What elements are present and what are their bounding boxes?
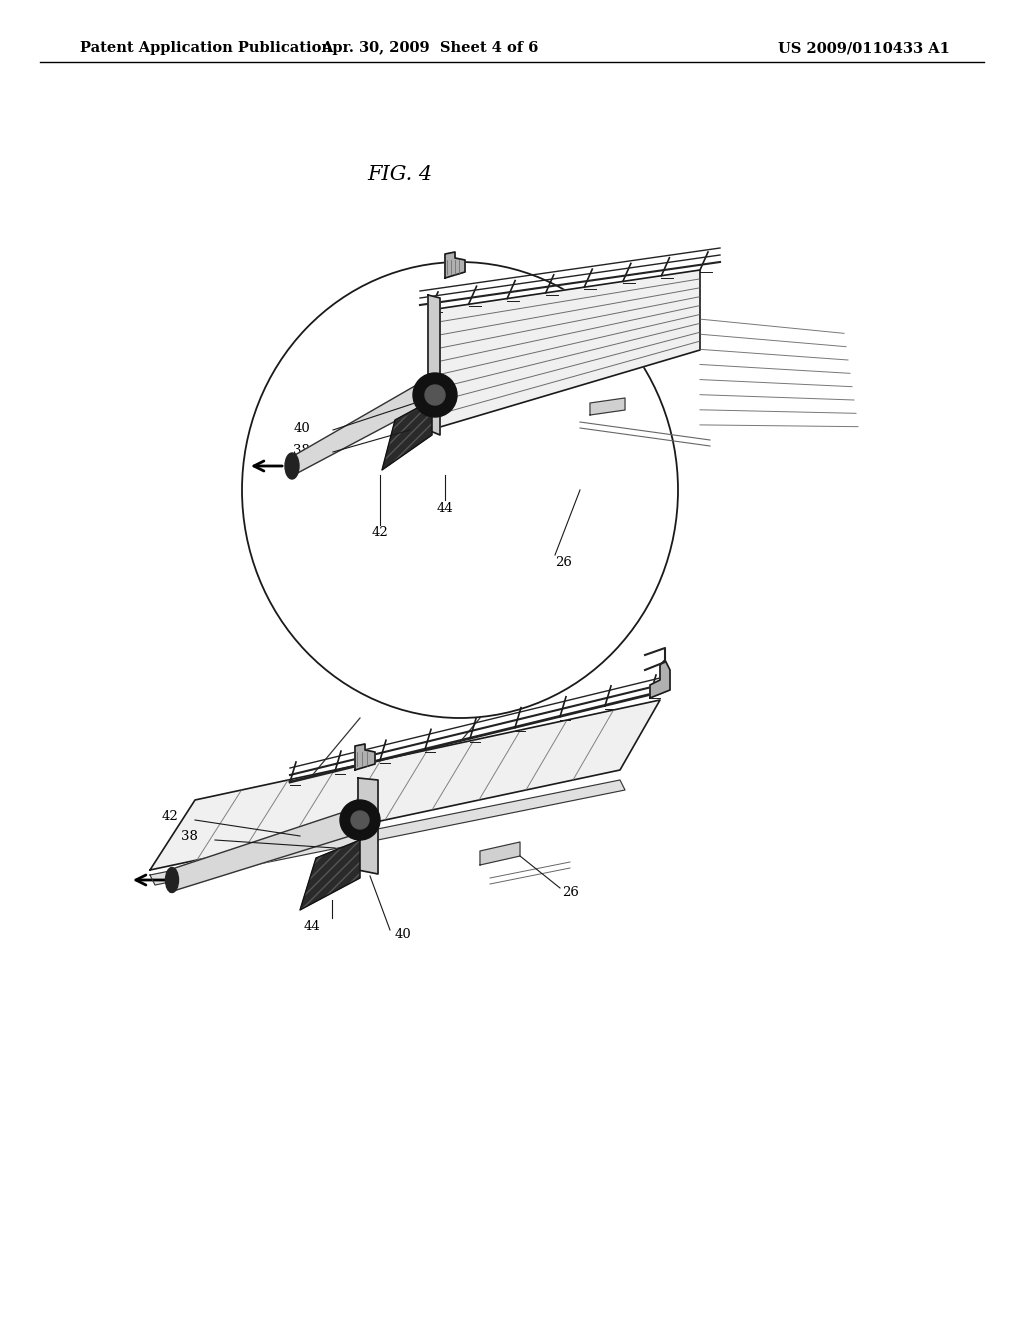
Text: FIG. 4: FIG. 4 xyxy=(368,165,432,185)
Text: Apr. 30, 2009  Sheet 4 of 6: Apr. 30, 2009 Sheet 4 of 6 xyxy=(322,41,539,55)
Circle shape xyxy=(425,385,445,405)
Polygon shape xyxy=(170,810,350,892)
Ellipse shape xyxy=(166,867,178,892)
Polygon shape xyxy=(590,399,625,414)
Text: US 2009/0110433 A1: US 2009/0110433 A1 xyxy=(778,41,950,55)
Text: 40: 40 xyxy=(395,928,412,940)
Text: 44: 44 xyxy=(303,920,319,932)
Polygon shape xyxy=(358,777,378,874)
Text: 38: 38 xyxy=(181,829,198,842)
Polygon shape xyxy=(650,660,670,698)
Polygon shape xyxy=(355,744,375,770)
Polygon shape xyxy=(480,842,520,865)
Polygon shape xyxy=(382,400,432,470)
Text: 26: 26 xyxy=(562,886,579,899)
Circle shape xyxy=(413,374,457,417)
Polygon shape xyxy=(150,700,660,870)
Polygon shape xyxy=(290,383,420,477)
Text: 42: 42 xyxy=(161,809,178,822)
Ellipse shape xyxy=(285,453,299,479)
Circle shape xyxy=(351,810,369,829)
Polygon shape xyxy=(445,252,465,279)
Polygon shape xyxy=(150,780,625,884)
Text: 40: 40 xyxy=(293,421,310,434)
Polygon shape xyxy=(430,271,700,430)
Text: 44: 44 xyxy=(436,502,454,515)
Text: Patent Application Publication: Patent Application Publication xyxy=(80,41,332,55)
Polygon shape xyxy=(428,294,440,436)
Text: 26: 26 xyxy=(555,557,571,569)
Polygon shape xyxy=(300,840,360,909)
Text: 42: 42 xyxy=(372,527,388,540)
Circle shape xyxy=(340,800,380,840)
Text: 38: 38 xyxy=(293,444,310,457)
